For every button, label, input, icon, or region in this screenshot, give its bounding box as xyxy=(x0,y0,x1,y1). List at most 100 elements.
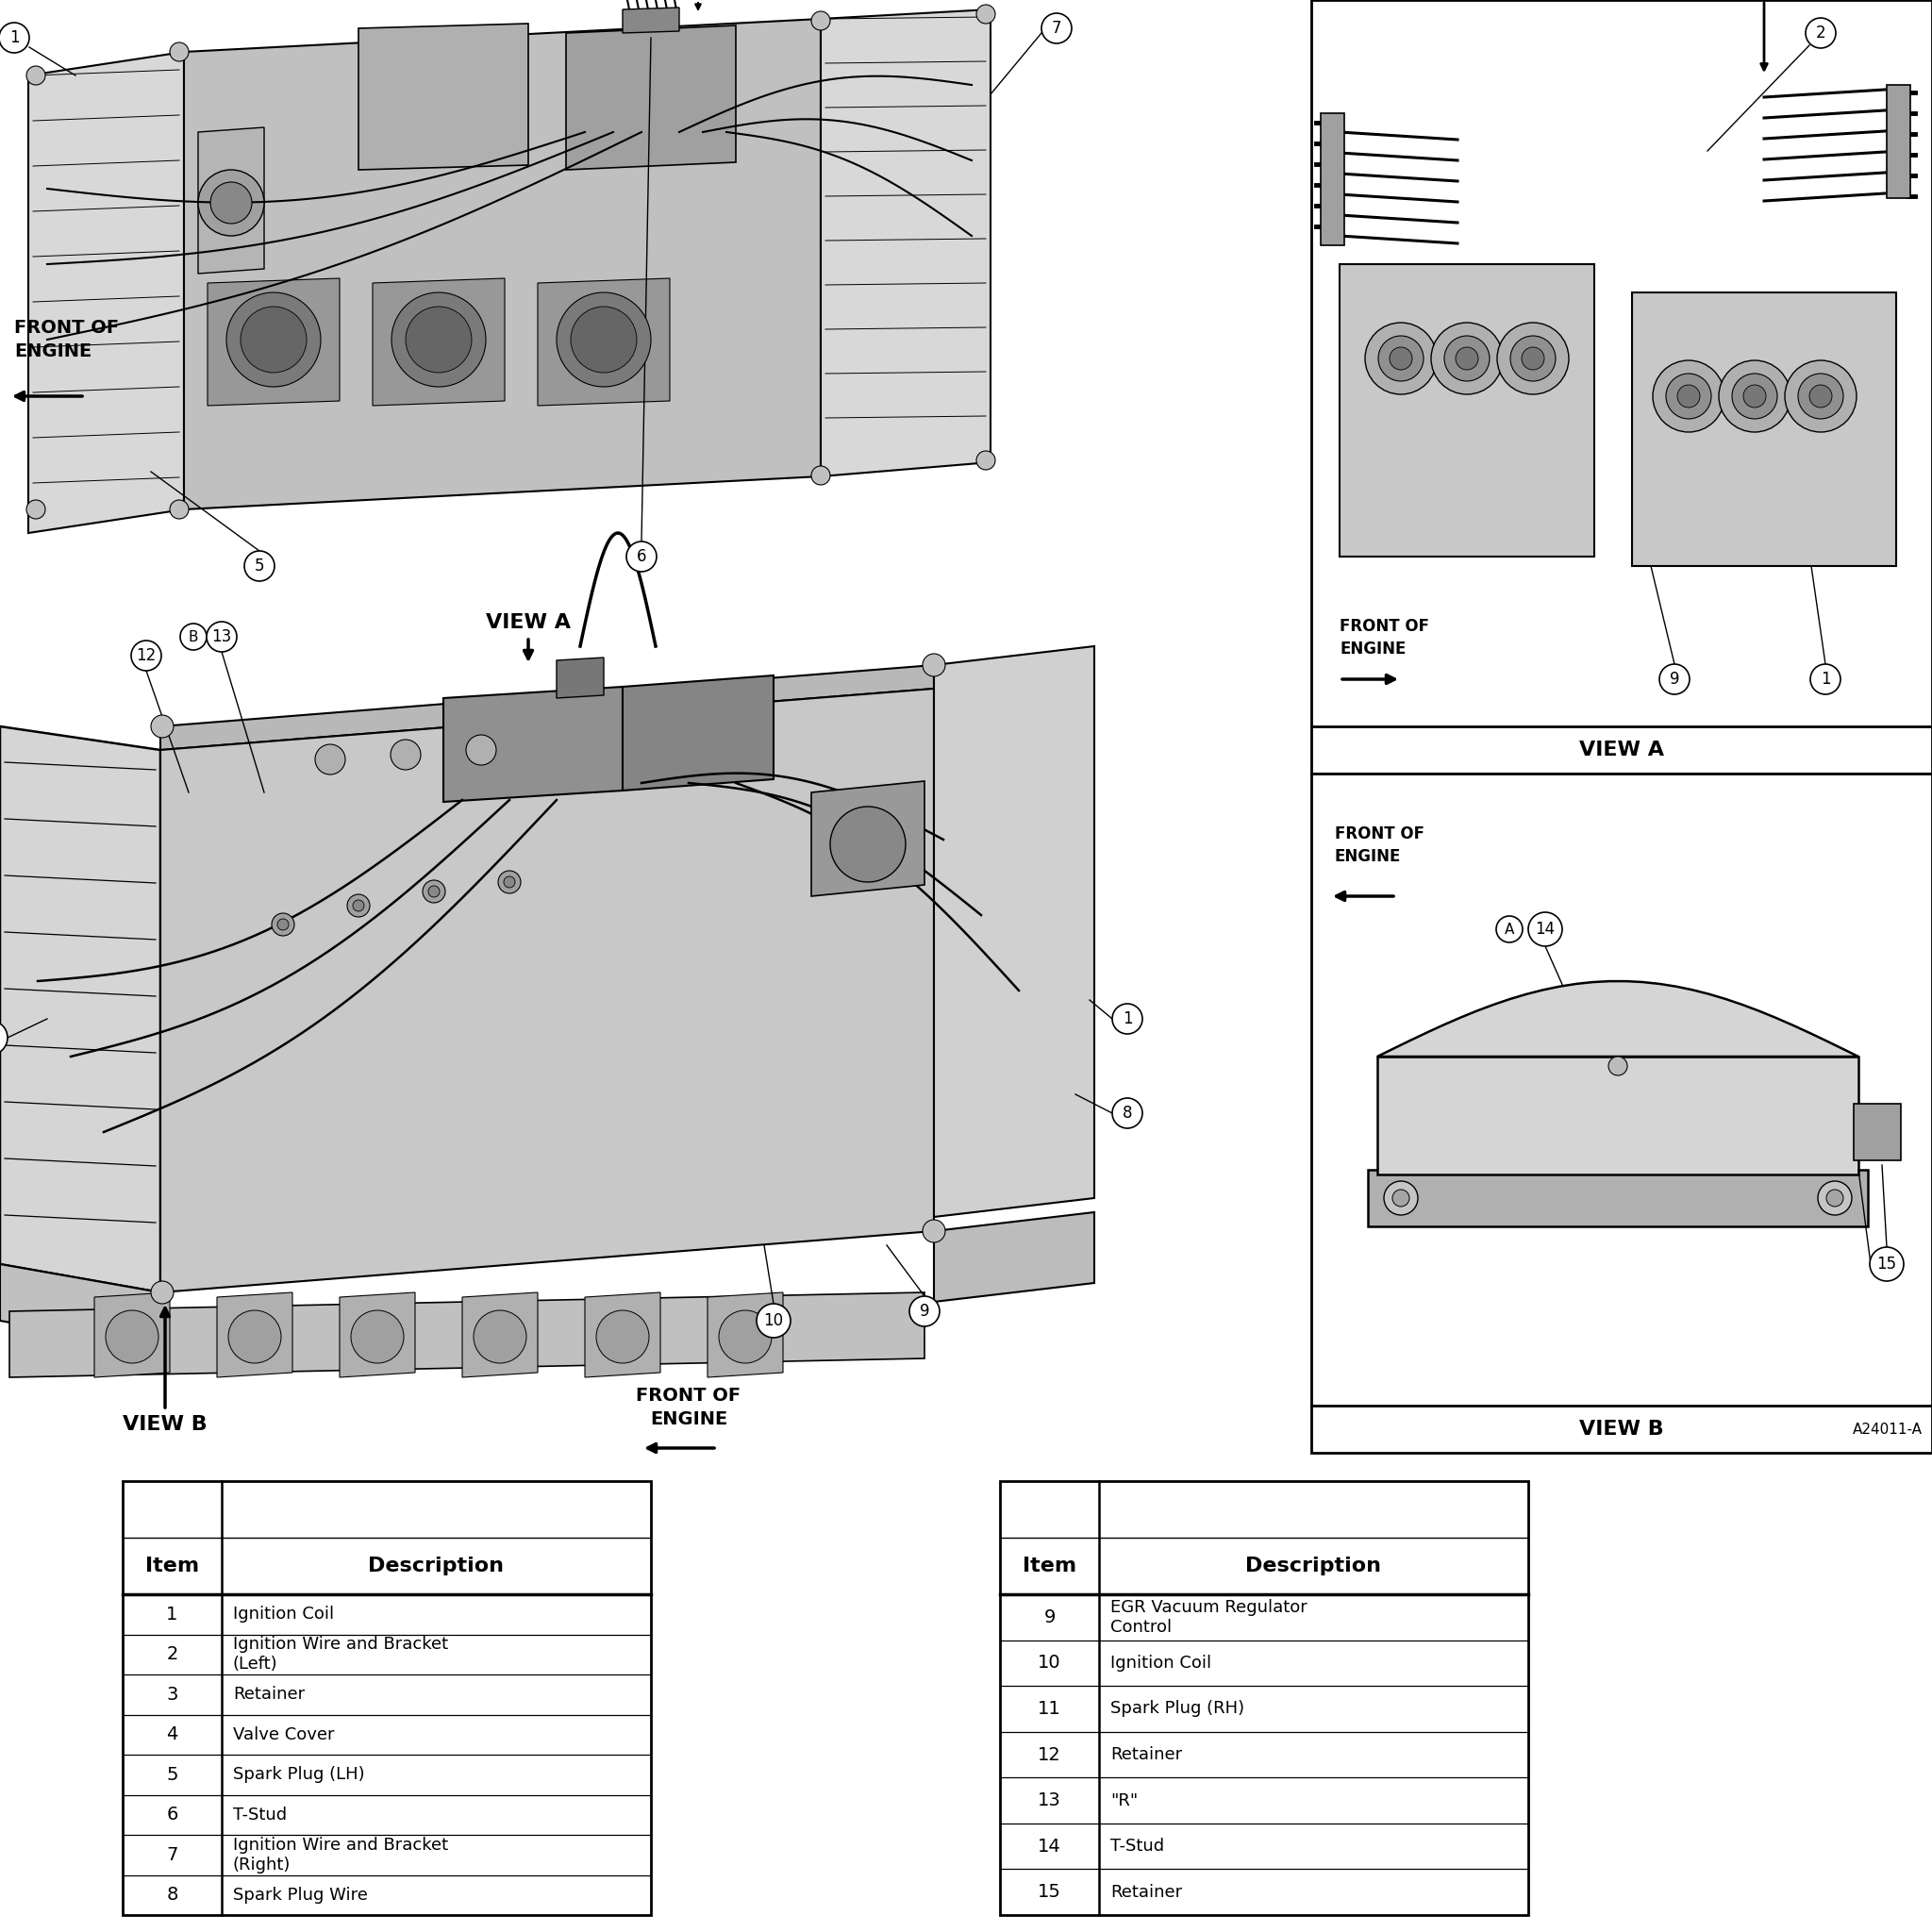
Circle shape xyxy=(811,466,831,485)
Text: FRONT OF
ENGINE: FRONT OF ENGINE xyxy=(636,1387,742,1428)
Circle shape xyxy=(315,744,346,775)
Text: Spark Plug (RH): Spark Plug (RH) xyxy=(1111,1700,1244,1718)
Text: A: A xyxy=(1505,922,1515,937)
Circle shape xyxy=(1113,1005,1142,1034)
Circle shape xyxy=(151,1281,174,1304)
Polygon shape xyxy=(585,1293,661,1378)
Text: 14: 14 xyxy=(1037,1837,1061,1855)
Text: Item: Item xyxy=(1022,1557,1076,1575)
Circle shape xyxy=(1806,17,1835,48)
Polygon shape xyxy=(1378,1057,1859,1175)
Circle shape xyxy=(0,1020,8,1055)
Circle shape xyxy=(390,740,421,769)
Circle shape xyxy=(1522,348,1544,369)
Circle shape xyxy=(473,1310,526,1364)
Polygon shape xyxy=(1888,85,1911,199)
Circle shape xyxy=(352,1310,404,1364)
Circle shape xyxy=(1445,336,1490,381)
Polygon shape xyxy=(566,25,736,170)
Circle shape xyxy=(406,307,471,373)
Circle shape xyxy=(272,914,294,935)
Text: 7: 7 xyxy=(1051,19,1061,37)
Text: 4: 4 xyxy=(166,1725,178,1743)
Text: 12: 12 xyxy=(1037,1747,1061,1764)
Polygon shape xyxy=(1368,1169,1868,1227)
Text: 13: 13 xyxy=(1037,1791,1061,1810)
Circle shape xyxy=(1799,373,1843,419)
Text: Valve Cover: Valve Cover xyxy=(234,1725,334,1743)
Polygon shape xyxy=(184,19,821,510)
Text: 10: 10 xyxy=(1037,1654,1061,1671)
Text: Description: Description xyxy=(1246,1557,1381,1575)
Circle shape xyxy=(923,653,945,676)
Text: 12: 12 xyxy=(135,647,156,665)
Circle shape xyxy=(1719,361,1791,433)
Polygon shape xyxy=(359,23,527,170)
Polygon shape xyxy=(0,726,160,1293)
Polygon shape xyxy=(95,1293,170,1378)
Polygon shape xyxy=(216,1293,292,1378)
Circle shape xyxy=(1366,323,1437,394)
Circle shape xyxy=(423,881,444,902)
Circle shape xyxy=(226,292,321,386)
Text: 15: 15 xyxy=(1037,1884,1061,1901)
Circle shape xyxy=(597,1310,649,1364)
Circle shape xyxy=(1113,1097,1142,1128)
Text: Spark Plug (LH): Spark Plug (LH) xyxy=(234,1766,365,1783)
Circle shape xyxy=(243,551,274,582)
Polygon shape xyxy=(1378,981,1859,1057)
Text: 6: 6 xyxy=(636,549,647,564)
Polygon shape xyxy=(1339,265,1594,556)
Circle shape xyxy=(1511,336,1555,381)
Circle shape xyxy=(180,624,207,649)
Text: Ignition Coil: Ignition Coil xyxy=(234,1605,334,1623)
Text: VIEW A: VIEW A xyxy=(485,612,570,632)
Circle shape xyxy=(1660,665,1690,694)
Bar xyxy=(1001,1482,1528,1915)
Circle shape xyxy=(106,1310,158,1364)
Polygon shape xyxy=(537,278,670,406)
Polygon shape xyxy=(1321,114,1345,245)
Circle shape xyxy=(1432,323,1503,394)
Bar xyxy=(1312,0,1932,773)
Circle shape xyxy=(242,307,307,373)
Text: Item: Item xyxy=(145,1557,199,1575)
Polygon shape xyxy=(199,128,265,274)
Circle shape xyxy=(151,715,174,738)
Circle shape xyxy=(556,292,651,386)
Text: 8: 8 xyxy=(1122,1105,1132,1122)
Text: 1: 1 xyxy=(1122,1010,1132,1028)
Circle shape xyxy=(757,1304,790,1337)
Text: 2: 2 xyxy=(1816,25,1826,41)
Polygon shape xyxy=(0,1264,160,1349)
Polygon shape xyxy=(933,645,1094,1217)
Circle shape xyxy=(1677,384,1700,408)
Circle shape xyxy=(392,292,485,386)
Text: Retainer: Retainer xyxy=(1111,1747,1182,1764)
Polygon shape xyxy=(462,1293,537,1378)
Circle shape xyxy=(170,43,189,62)
Circle shape xyxy=(278,920,288,929)
Circle shape xyxy=(910,1296,939,1327)
Text: T-Stud: T-Stud xyxy=(234,1806,286,1824)
Text: 11: 11 xyxy=(1037,1700,1061,1718)
Text: Ignition Wire and Bracket
(Left): Ignition Wire and Bracket (Left) xyxy=(234,1636,448,1673)
Circle shape xyxy=(199,170,265,236)
Text: 3: 3 xyxy=(166,1685,178,1704)
Circle shape xyxy=(0,23,29,52)
Circle shape xyxy=(1785,361,1857,433)
Circle shape xyxy=(626,541,657,572)
Text: VIEW B: VIEW B xyxy=(1578,1420,1663,1439)
Circle shape xyxy=(207,622,238,651)
Circle shape xyxy=(1826,1190,1843,1208)
Text: Description: Description xyxy=(369,1557,504,1575)
Text: A24011-A: A24011-A xyxy=(1853,1422,1922,1435)
Circle shape xyxy=(923,1219,945,1242)
Circle shape xyxy=(498,871,522,893)
Polygon shape xyxy=(622,8,680,33)
Bar xyxy=(122,1482,651,1915)
Circle shape xyxy=(211,182,251,224)
Circle shape xyxy=(1731,373,1777,419)
Circle shape xyxy=(1383,1180,1418,1215)
Circle shape xyxy=(27,66,44,85)
